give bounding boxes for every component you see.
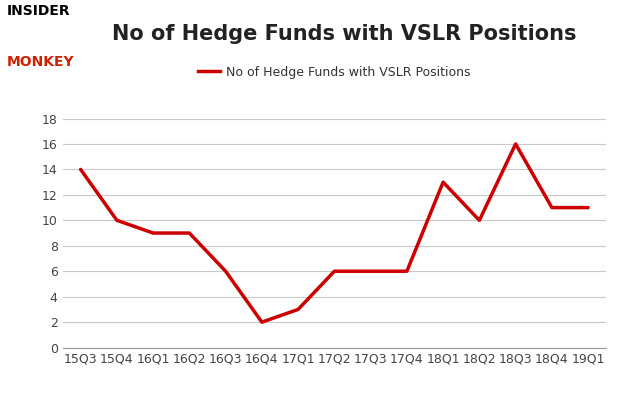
Text: No of Hedge Funds with VSLR Positions: No of Hedge Funds with VSLR Positions [111, 24, 576, 44]
Text: INSIDER: INSIDER [6, 4, 70, 18]
Legend: No of Hedge Funds with VSLR Positions: No of Hedge Funds with VSLR Positions [192, 60, 476, 84]
Text: MONKEY: MONKEY [6, 55, 74, 69]
